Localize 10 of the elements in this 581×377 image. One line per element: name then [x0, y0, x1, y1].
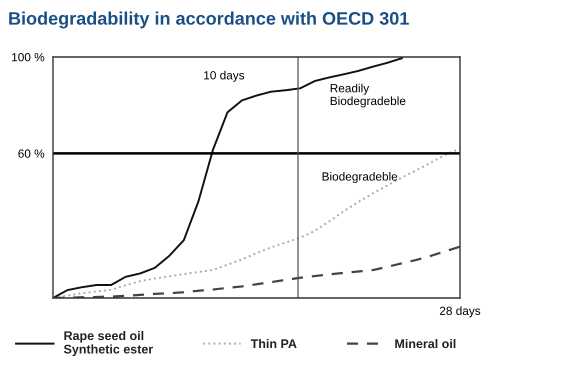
annotation: Readily Biodegradeble: [330, 84, 406, 108]
chart-title: Biodegradability in accordance with OECD 301: [9, 12, 409, 28]
y-tick-label: 100 %: [12, 53, 44, 62]
legend-label: Thin PA: [250, 338, 297, 348]
annotation: Biodegradeble: [322, 172, 398, 183]
legend-label: Rape seed oil Synthetic ester: [64, 330, 153, 356]
y-tick-label: 60 %: [18, 149, 44, 158]
x-tick-label: 28 days: [440, 306, 480, 318]
annotation: 10 days: [204, 70, 244, 82]
legend-label: Mineral oil: [395, 338, 456, 348]
